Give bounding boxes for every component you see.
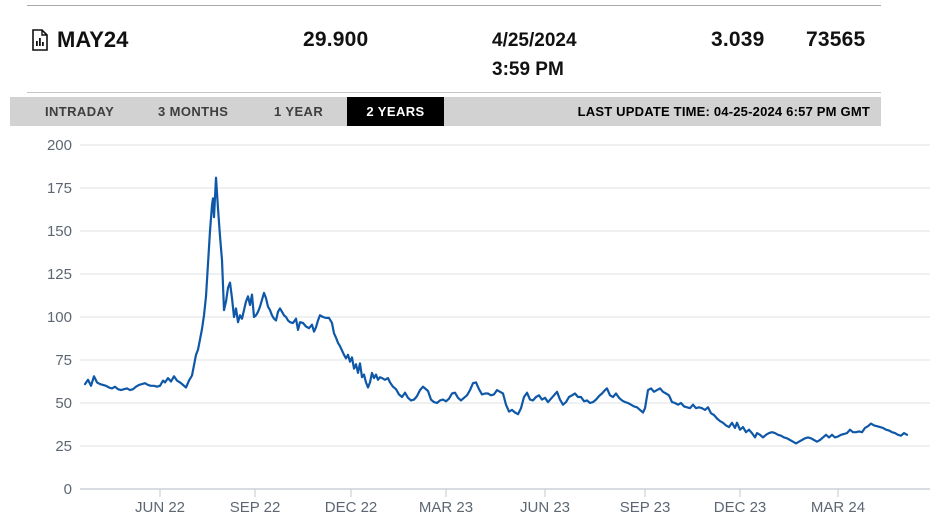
quote-date: 4/25/2024 xyxy=(492,30,577,51)
y-tick-label: 125 xyxy=(47,266,72,283)
y-tick-label: 175 xyxy=(47,180,72,197)
y-tick-label: 200 xyxy=(47,137,72,154)
quote-datetime: 4/25/2024 3:59 PM xyxy=(492,26,577,84)
y-tick-label: 0 xyxy=(64,481,72,498)
price-chart: 0 25 50 75 100 125 150 175 200 JUN 22 SEP 22 DEC 22… xyxy=(47,137,930,516)
secondary-value: 3.039 xyxy=(711,28,765,51)
y-tick-label: 50 xyxy=(55,395,72,412)
tab-intraday[interactable]: INTRADAY xyxy=(45,104,115,119)
x-tick-label: SEP 22 xyxy=(230,499,281,516)
quote-time: 3:59 PM xyxy=(492,59,564,80)
y-tick-label: 25 xyxy=(55,438,72,455)
y-tick-label: 75 xyxy=(55,352,72,369)
x-tick-label: MAR 24 xyxy=(811,499,865,516)
price-chart-area: 0 25 50 75 100 125 150 175 200 JUN 22 SEP 22 DEC 22… xyxy=(0,130,932,525)
chart-document-icon xyxy=(32,29,48,51)
last-update-time: LAST UPDATE TIME: 04-25-2024 6:57 PM GMT xyxy=(577,104,870,119)
contract-symbol: MAY24 xyxy=(57,27,129,52)
last-price: 29.900 xyxy=(303,28,369,51)
x-tick-label: JUN 23 xyxy=(520,499,570,516)
x-tick-label: SEP 23 xyxy=(620,499,671,516)
tab-2-years[interactable]: 2 YEARS xyxy=(347,97,444,126)
quote-header: MAY24 29.900 4/25/2024 3:59 PM 3.039 735… xyxy=(27,5,881,93)
x-tick-label: MAR 23 xyxy=(419,499,473,516)
x-tick-label: JUN 22 xyxy=(135,499,185,516)
y-tick-label: 100 xyxy=(47,309,72,326)
y-tick-label: 150 xyxy=(47,223,72,240)
x-tick-label: DEC 23 xyxy=(714,499,767,516)
price-line-series xyxy=(83,176,909,445)
tab-1-year[interactable]: 1 YEAR xyxy=(274,104,324,119)
x-tick-label: DEC 22 xyxy=(325,499,378,516)
time-range-tabbar: INTRADAY 3 MONTHS 1 YEAR 2 YEARS LAST UP… xyxy=(10,97,881,126)
volume-value: 73565 xyxy=(806,28,866,51)
tab-3-months[interactable]: 3 MONTHS xyxy=(158,104,229,119)
